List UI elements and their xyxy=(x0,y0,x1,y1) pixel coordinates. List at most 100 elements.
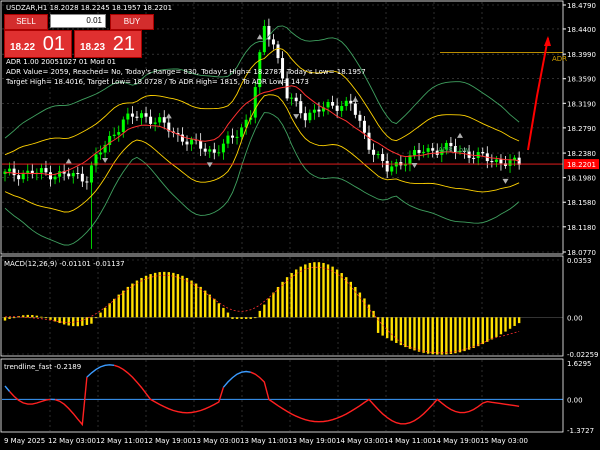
candle-body xyxy=(135,116,139,118)
macd-bar xyxy=(504,317,507,332)
macd-bar xyxy=(213,298,216,318)
macd-bar xyxy=(135,280,139,318)
price-chart[interactable] xyxy=(2,18,563,249)
sell-button[interactable]: SELL xyxy=(4,14,48,30)
trendline-panel[interactable] xyxy=(2,364,563,427)
candle-body xyxy=(376,154,380,156)
macd-bar xyxy=(290,273,293,318)
buy-price-box[interactable]: 18.23 21 xyxy=(74,30,142,58)
macd-bar xyxy=(81,317,84,326)
macd-bar xyxy=(244,317,248,319)
candle-body xyxy=(212,149,216,153)
macd-bar xyxy=(358,292,362,318)
candle-body xyxy=(408,155,412,165)
candle-body xyxy=(299,101,303,114)
buy-button[interactable]: BUY xyxy=(110,14,154,30)
macd-bar xyxy=(363,298,366,318)
candle-body xyxy=(85,181,89,183)
fractal-up-marker xyxy=(457,132,463,138)
macd-bar xyxy=(445,317,448,355)
macd-bar xyxy=(222,307,225,318)
buy-price-big: 21 xyxy=(112,33,135,55)
current-price-label: 18.2201 xyxy=(567,161,596,169)
time-axis-label: 12 May 03:00 xyxy=(48,437,96,445)
macd-bar xyxy=(295,269,298,318)
grid xyxy=(2,2,563,431)
macd-bar xyxy=(285,277,289,318)
macd-bar xyxy=(367,304,371,318)
candle-body xyxy=(276,44,280,59)
macd-bar xyxy=(331,266,334,318)
bollinger-upper xyxy=(4,25,520,139)
candle-body xyxy=(76,173,80,175)
candle-body xyxy=(99,152,103,155)
macd-bar xyxy=(167,272,170,318)
candle-body xyxy=(126,113,130,120)
time-axis-label: 13 May 11:00 xyxy=(240,437,288,445)
candle-body xyxy=(108,135,112,145)
macd-bar xyxy=(267,298,271,318)
moving-average xyxy=(5,85,520,176)
candle-body xyxy=(431,148,435,151)
candle-body xyxy=(130,113,134,117)
price-axis-label: 18.3990 xyxy=(567,51,596,59)
macd-bar xyxy=(340,273,343,318)
fractal-up-marker xyxy=(256,34,263,40)
candle-body xyxy=(349,100,353,104)
macd-bar xyxy=(190,280,193,318)
macd-bar xyxy=(31,315,34,318)
candle-body xyxy=(226,135,230,144)
candle-body xyxy=(180,134,184,142)
macd-bar xyxy=(90,317,93,324)
macd-bar xyxy=(113,298,116,318)
sell-price-box[interactable]: 18.22 01 xyxy=(4,30,72,58)
candle-body xyxy=(481,151,485,154)
macd-bar xyxy=(354,286,357,318)
candle-body xyxy=(149,116,153,124)
price-axis: 9 May 2025 12 May 03:00 12 May 11:00 12 May… xyxy=(4,2,599,445)
trend-falling-segment xyxy=(9,391,51,405)
macd-bar xyxy=(140,277,143,318)
macd-bar xyxy=(486,317,489,342)
candle-body xyxy=(294,97,298,102)
candle-body xyxy=(367,132,371,150)
macd-bar xyxy=(376,317,380,333)
macd-bar xyxy=(263,304,266,318)
price-axis-label: 18.3190 xyxy=(567,100,596,108)
macd-bar xyxy=(226,312,230,318)
macd-bar xyxy=(85,317,89,325)
macd-bar xyxy=(231,317,234,319)
candle-body xyxy=(240,127,244,137)
macd-bar xyxy=(313,262,316,318)
candle-body xyxy=(62,171,66,174)
macd-panel[interactable] xyxy=(2,262,563,355)
candle-body xyxy=(358,114,362,121)
candle-body xyxy=(322,107,325,112)
macd-bar xyxy=(276,286,280,318)
time-axis-label: 14 May 11:00 xyxy=(384,437,432,445)
macd-bar xyxy=(299,266,302,318)
candle-body xyxy=(513,157,517,161)
macd-bar xyxy=(235,317,239,319)
macd-bar xyxy=(458,317,462,353)
lot-size-input[interactable]: 0.01 xyxy=(50,14,106,28)
macd-bar xyxy=(422,317,425,353)
candle-body xyxy=(235,136,239,138)
candle-body xyxy=(167,122,171,132)
candle-body xyxy=(53,176,57,180)
macd-bar xyxy=(477,317,480,347)
candle-body xyxy=(17,175,21,180)
macd-bar xyxy=(440,317,443,355)
macd-bar xyxy=(144,275,148,318)
macd-bar xyxy=(308,262,312,318)
candle-body xyxy=(258,52,262,88)
fractal-down-marker xyxy=(206,162,213,168)
macd-bar xyxy=(395,317,398,343)
time-axis-label: 14 May 19:00 xyxy=(432,437,480,445)
price-axis-label: 18.4400 xyxy=(567,26,596,34)
fractal-down-marker xyxy=(502,178,509,184)
fractal-up-marker xyxy=(65,158,72,164)
macd-bar xyxy=(513,317,516,326)
